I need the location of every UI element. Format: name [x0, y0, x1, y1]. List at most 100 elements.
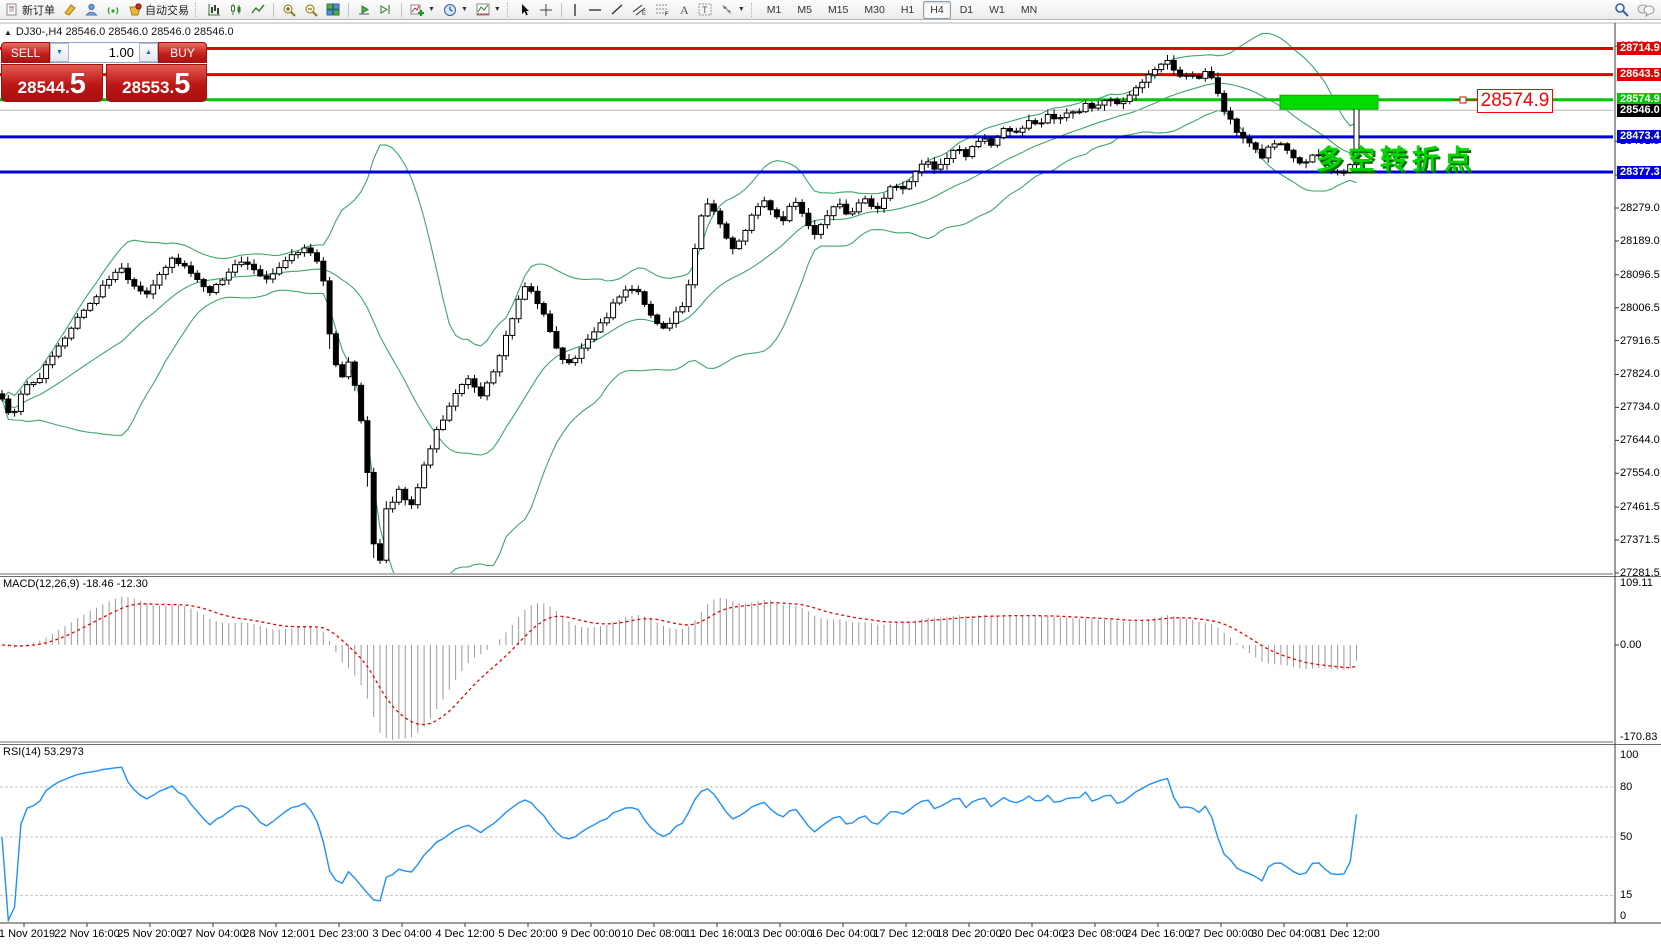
channel-tool-button[interactable]: E: [628, 1, 651, 19]
toolbar: 新订单 自动交易 ▼ ▼: [0, 0, 1661, 20]
timeframe-m15-button[interactable]: M15: [827, 3, 849, 16]
sell-price-dot: .: [64, 78, 70, 97]
time-axis-label: 24 Dec 16:00: [1125, 928, 1191, 940]
buy-button[interactable]: BUY: [158, 42, 207, 63]
buy-price-button[interactable]: 28553. 5: [105, 64, 207, 102]
tile-windows-button[interactable]: [322, 1, 344, 19]
price-axis-tick: 28189.0: [1620, 234, 1660, 247]
chat-icon[interactable]: [1637, 3, 1655, 17]
new-order-button[interactable]: 新订单: [2, 1, 59, 19]
time-axis-label: 9 Dec 00:00: [561, 928, 621, 940]
price-tag: 28643.5: [1617, 68, 1661, 82]
periods-button[interactable]: ▼: [439, 1, 472, 19]
zoom-out-button[interactable]: [300, 1, 322, 19]
volume-input[interactable]: 1.00: [108, 45, 134, 60]
toolbar-separator: [273, 2, 274, 17]
sell-price-int: 28544: [17, 78, 65, 97]
time-axis-label: 30 Dec 04:00: [1251, 928, 1317, 940]
template-icon: [476, 3, 490, 16]
indicators-button[interactable]: ▼: [406, 1, 439, 19]
line-chart-button[interactable]: [247, 1, 269, 19]
templates-button[interactable]: ▼: [472, 1, 505, 19]
time-axis-label: 11 Dec 16:00: [684, 928, 750, 940]
buy-price-dot: .: [169, 78, 175, 97]
autotrading-icon: [129, 3, 142, 16]
timeframe-m1-button[interactable]: M1: [766, 3, 782, 16]
profile-button[interactable]: [81, 1, 102, 19]
zoom-in-button[interactable]: [278, 1, 300, 19]
time-axis-label: 16 Dec 04:00: [810, 928, 876, 940]
autotrading-label: 自动交易: [145, 4, 189, 17]
text-tool-button[interactable]: A: [674, 1, 694, 19]
volume-increase-button[interactable]: ▲: [139, 43, 158, 62]
price-axis-tick: 27644.0: [1620, 434, 1660, 447]
timeframe-w1-button[interactable]: W1: [989, 3, 1005, 16]
tile-windows-icon: [326, 3, 340, 16]
autotrading-button[interactable]: 自动交易: [124, 1, 193, 19]
volume-decrease-button[interactable]: ▼: [50, 43, 69, 62]
rsi-axis-tick: 100: [1620, 749, 1639, 761]
candlestick-chart-button[interactable]: [225, 1, 247, 19]
toolbar-separator: [401, 2, 402, 17]
sell-price-button[interactable]: 28544. 5: [1, 64, 103, 102]
timeframe-mn-button[interactable]: MN: [1020, 3, 1038, 16]
gold-brush-icon: [64, 4, 76, 16]
chinese-annotation-text[interactable]: 多空转折点: [1316, 145, 1476, 175]
vertical-line-icon: [574, 3, 576, 16]
equidistant-channel-icon: E: [632, 4, 646, 16]
price-tag: 28377.3: [1617, 165, 1661, 179]
timeframe-m30-button[interactable]: M30: [864, 3, 885, 16]
price-axis-tick: 27916.5: [1620, 334, 1660, 347]
chevron-down-icon: ▼: [737, 6, 745, 13]
zoom-in-icon: [283, 4, 296, 17]
time-axis-label: 27 Dec 00:00: [1188, 928, 1254, 940]
sell-button[interactable]: SELL: [1, 42, 50, 63]
timeframe-m5-button[interactable]: M5: [797, 3, 812, 16]
timeframe-h1-button[interactable]: H1: [900, 3, 915, 16]
auto-scroll-button[interactable]: [353, 1, 375, 19]
macd-axis-tick: -170.83: [1620, 731, 1658, 743]
time-axis-label: 13 Dec 00:00: [747, 928, 813, 940]
buy-price-frac: 5: [174, 68, 191, 100]
price-axis-tick: 28006.5: [1620, 301, 1660, 314]
time-axis-label: 18 Dec 20:00: [936, 928, 1002, 940]
rsi-axis-tick: 50: [1620, 831, 1633, 843]
vertical-line-tool-button[interactable]: [566, 1, 584, 19]
time-axis-label: 31 Dec 12:00: [1314, 928, 1380, 940]
toolbar-separator: [348, 2, 349, 17]
time-axis-label: 20 Dec 04:00: [999, 928, 1065, 940]
fibonacci-tool-button[interactable]: F: [651, 1, 674, 19]
price-annotation-box[interactable]: 28574.9: [1477, 89, 1553, 113]
add-indicator-icon: [410, 4, 424, 16]
time-axis-label: 3 Dec 04:00: [372, 928, 432, 940]
arrows-icon: [722, 5, 731, 14]
svg-text:A: A: [680, 3, 689, 16]
rsi-axis-tick: 15: [1620, 889, 1633, 902]
line-chart-icon: [251, 4, 265, 14]
buy-price-int: 28553: [122, 78, 170, 97]
crosshair-tool-button[interactable]: [535, 1, 557, 19]
cursor-tool-button[interactable]: [515, 1, 535, 19]
bar-chart-icon: [208, 4, 220, 16]
cursor-icon: [521, 3, 529, 15]
one-click-collapse-icon[interactable]: ▲: [4, 27, 12, 37]
time-axis-label: 21 Nov 2019: [0, 928, 56, 940]
bar-chart-button[interactable]: [203, 1, 225, 19]
search-icon[interactable]: [1614, 2, 1629, 17]
brush-tool-button[interactable]: [59, 1, 81, 19]
signal-button[interactable]: [102, 1, 124, 19]
text-label-tool-button[interactable]: T: [694, 1, 716, 19]
timeframe-d1-button[interactable]: D1: [959, 3, 974, 16]
chevron-down-icon: ▼: [493, 6, 501, 13]
time-axis-label: 17 Dec 12:00: [873, 928, 939, 940]
trendline-tool-button[interactable]: [606, 1, 628, 19]
arrows-tool-button[interactable]: ▼: [716, 1, 749, 19]
time-axis-label: 10 Dec 08:00: [621, 928, 687, 940]
toolbar-grip: [506, 2, 513, 17]
chart-shift-button[interactable]: [375, 1, 397, 19]
time-axis-label: 23 Dec 08:00: [1062, 928, 1128, 940]
clock-icon: [443, 3, 456, 16]
horizontal-line-tool-button[interactable]: [584, 1, 606, 19]
timeframe-h4-button[interactable]: H4: [923, 0, 951, 19]
